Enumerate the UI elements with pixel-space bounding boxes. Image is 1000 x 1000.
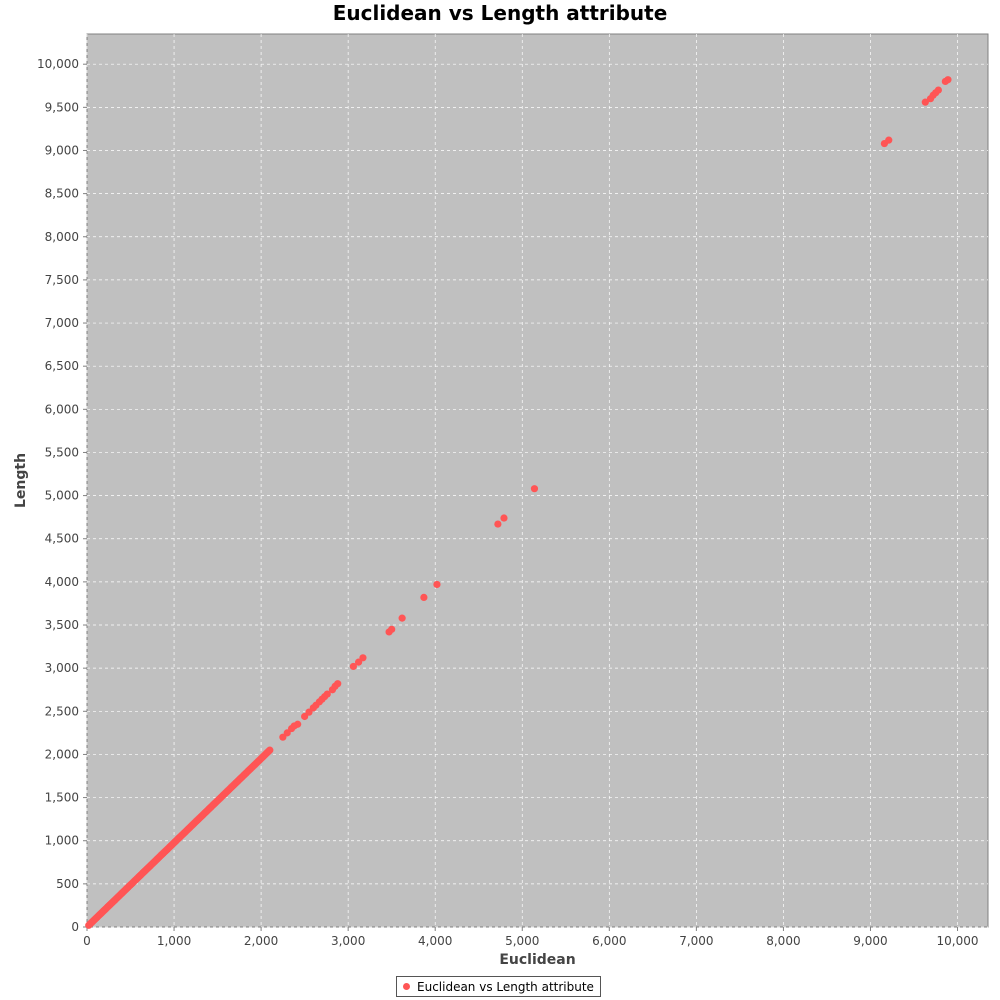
x-tick-label: 6,000 — [592, 934, 626, 948]
x-tick-label: 3,000 — [331, 934, 365, 948]
y-tick-label: 3,500 — [45, 618, 79, 632]
y-tick-label: 7,500 — [45, 273, 79, 287]
x-axis-label: Euclidean — [499, 952, 575, 968]
data-point — [388, 625, 396, 633]
y-axis-label: Length — [13, 453, 29, 508]
y-tick-label: 1,000 — [45, 834, 79, 848]
y-tick-label: 7,000 — [45, 316, 79, 330]
y-tick-label: 6,000 — [45, 402, 79, 416]
legend: Euclidean vs Length attribute — [396, 976, 601, 997]
data-point — [921, 98, 929, 106]
x-tick-label: 10,000 — [937, 934, 979, 948]
y-tick-label: 500 — [56, 877, 79, 891]
data-point — [420, 593, 428, 602]
data-point — [334, 680, 342, 688]
y-tick-label: 8,000 — [45, 230, 79, 244]
axis-ticks: 0 1,000 2,000 3,000 4,000 5,000 6,000 7,000 8,00… — [37, 57, 979, 948]
x-tick-label: 2,000 — [244, 934, 278, 948]
data-point — [934, 86, 942, 94]
data-point — [266, 746, 274, 754]
data-point — [530, 485, 539, 493]
chart-title: Euclidean vs Length attribute — [332, 1, 668, 25]
y-tick-label: 5,500 — [45, 445, 79, 459]
data-point — [349, 662, 357, 671]
x-tick-label: 9,000 — [853, 934, 887, 948]
x-tick-label: 1,000 — [157, 934, 191, 948]
grid-lines — [86, 34, 988, 928]
y-tick-label: 4,500 — [45, 532, 79, 546]
x-tick-label: 7,000 — [679, 934, 713, 948]
y-tick-label: 10,000 — [37, 57, 79, 71]
y-tick-label: 3,000 — [45, 661, 79, 675]
y-tick-label: 2,500 — [45, 704, 79, 718]
y-tick-label: 0 — [71, 920, 79, 934]
data-point — [398, 614, 406, 622]
y-tick-label: 1,500 — [45, 791, 79, 805]
y-tick-label: 5,000 — [45, 489, 79, 503]
x-tick-label: 8,000 — [766, 934, 800, 948]
legend-label: Euclidean vs Length attribute — [417, 979, 594, 994]
data-point — [433, 580, 441, 589]
data-point — [294, 720, 302, 728]
data-point — [494, 520, 502, 528]
data-point — [359, 654, 367, 662]
y-tick-label: 2,000 — [45, 747, 79, 761]
data-point — [885, 136, 893, 144]
data-points — [85, 76, 952, 929]
y-tick-label: 4,000 — [45, 575, 79, 589]
y-tick-label: 9,500 — [45, 100, 79, 114]
legend-marker-icon — [403, 983, 410, 990]
x-tick-label: 0 — [83, 934, 91, 948]
x-tick-label: 4,000 — [418, 934, 452, 948]
data-point — [500, 514, 508, 522]
y-tick-label: 6,500 — [45, 359, 79, 373]
y-tick-label: 8,500 — [45, 187, 79, 201]
data-point — [323, 690, 331, 698]
data-point — [944, 76, 952, 84]
x-tick-label: 5,000 — [505, 934, 539, 948]
y-tick-label: 9,000 — [45, 143, 79, 157]
